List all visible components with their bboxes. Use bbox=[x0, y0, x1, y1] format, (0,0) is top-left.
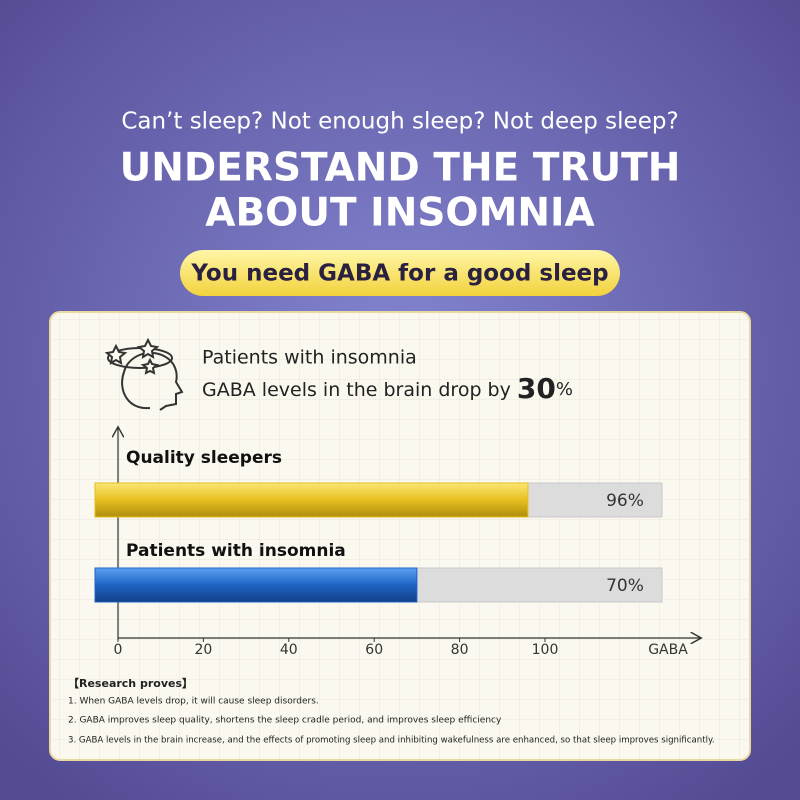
bar bbox=[94, 567, 418, 603]
title: ABOUT INSOMNIA bbox=[205, 191, 594, 236]
tagline-pill bbox=[180, 250, 620, 296]
question: Can’t sleep? Not enough sleep? Not deep … bbox=[121, 109, 678, 135]
head-icon bbox=[104, 337, 184, 411]
finding-text: GABA levels in the brain drop by bbox=[202, 379, 511, 401]
x-tick-label: 80 bbox=[451, 642, 469, 658]
finding-line: GABA levels in the brain drop by 30% bbox=[202, 372, 573, 405]
x-tick-label: 60 bbox=[365, 642, 383, 658]
tagline: You need GABA for a good sleep bbox=[190, 261, 608, 287]
finding-figure: 30 bbox=[517, 372, 556, 405]
value-label: 70% bbox=[606, 576, 644, 596]
research-item: 2. GABA improves sleep quality, shortens… bbox=[68, 716, 502, 726]
value-label: 96% bbox=[606, 491, 644, 511]
category-label: Patients with insomnia bbox=[126, 541, 346, 561]
finding-unit: % bbox=[556, 379, 573, 400]
bar bbox=[94, 482, 529, 518]
finding-line: Patients with insomnia bbox=[202, 347, 417, 369]
x-tick-label: 20 bbox=[194, 642, 212, 658]
card bbox=[49, 311, 751, 761]
x-tick-label: 40 bbox=[280, 642, 298, 658]
research-item: 1. When GABA levels drop, it will cause … bbox=[68, 697, 319, 707]
x-tick-label: 0 bbox=[114, 642, 123, 658]
x-axis-label: GABA bbox=[648, 642, 688, 658]
x-tick-label: 100 bbox=[532, 642, 559, 658]
research-title: 【Research proves】 bbox=[68, 677, 193, 690]
title: UNDERSTAND THE TRUTH bbox=[120, 146, 681, 191]
category-label: Quality sleepers bbox=[126, 448, 282, 468]
research-item: 3. GABA levels in the brain increase, an… bbox=[68, 736, 715, 746]
